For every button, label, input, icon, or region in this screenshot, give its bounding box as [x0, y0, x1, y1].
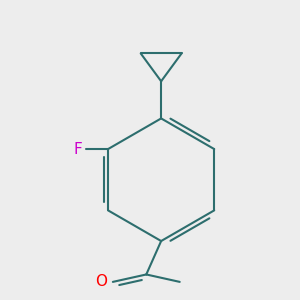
Text: F: F — [73, 142, 82, 157]
Text: O: O — [95, 274, 107, 290]
